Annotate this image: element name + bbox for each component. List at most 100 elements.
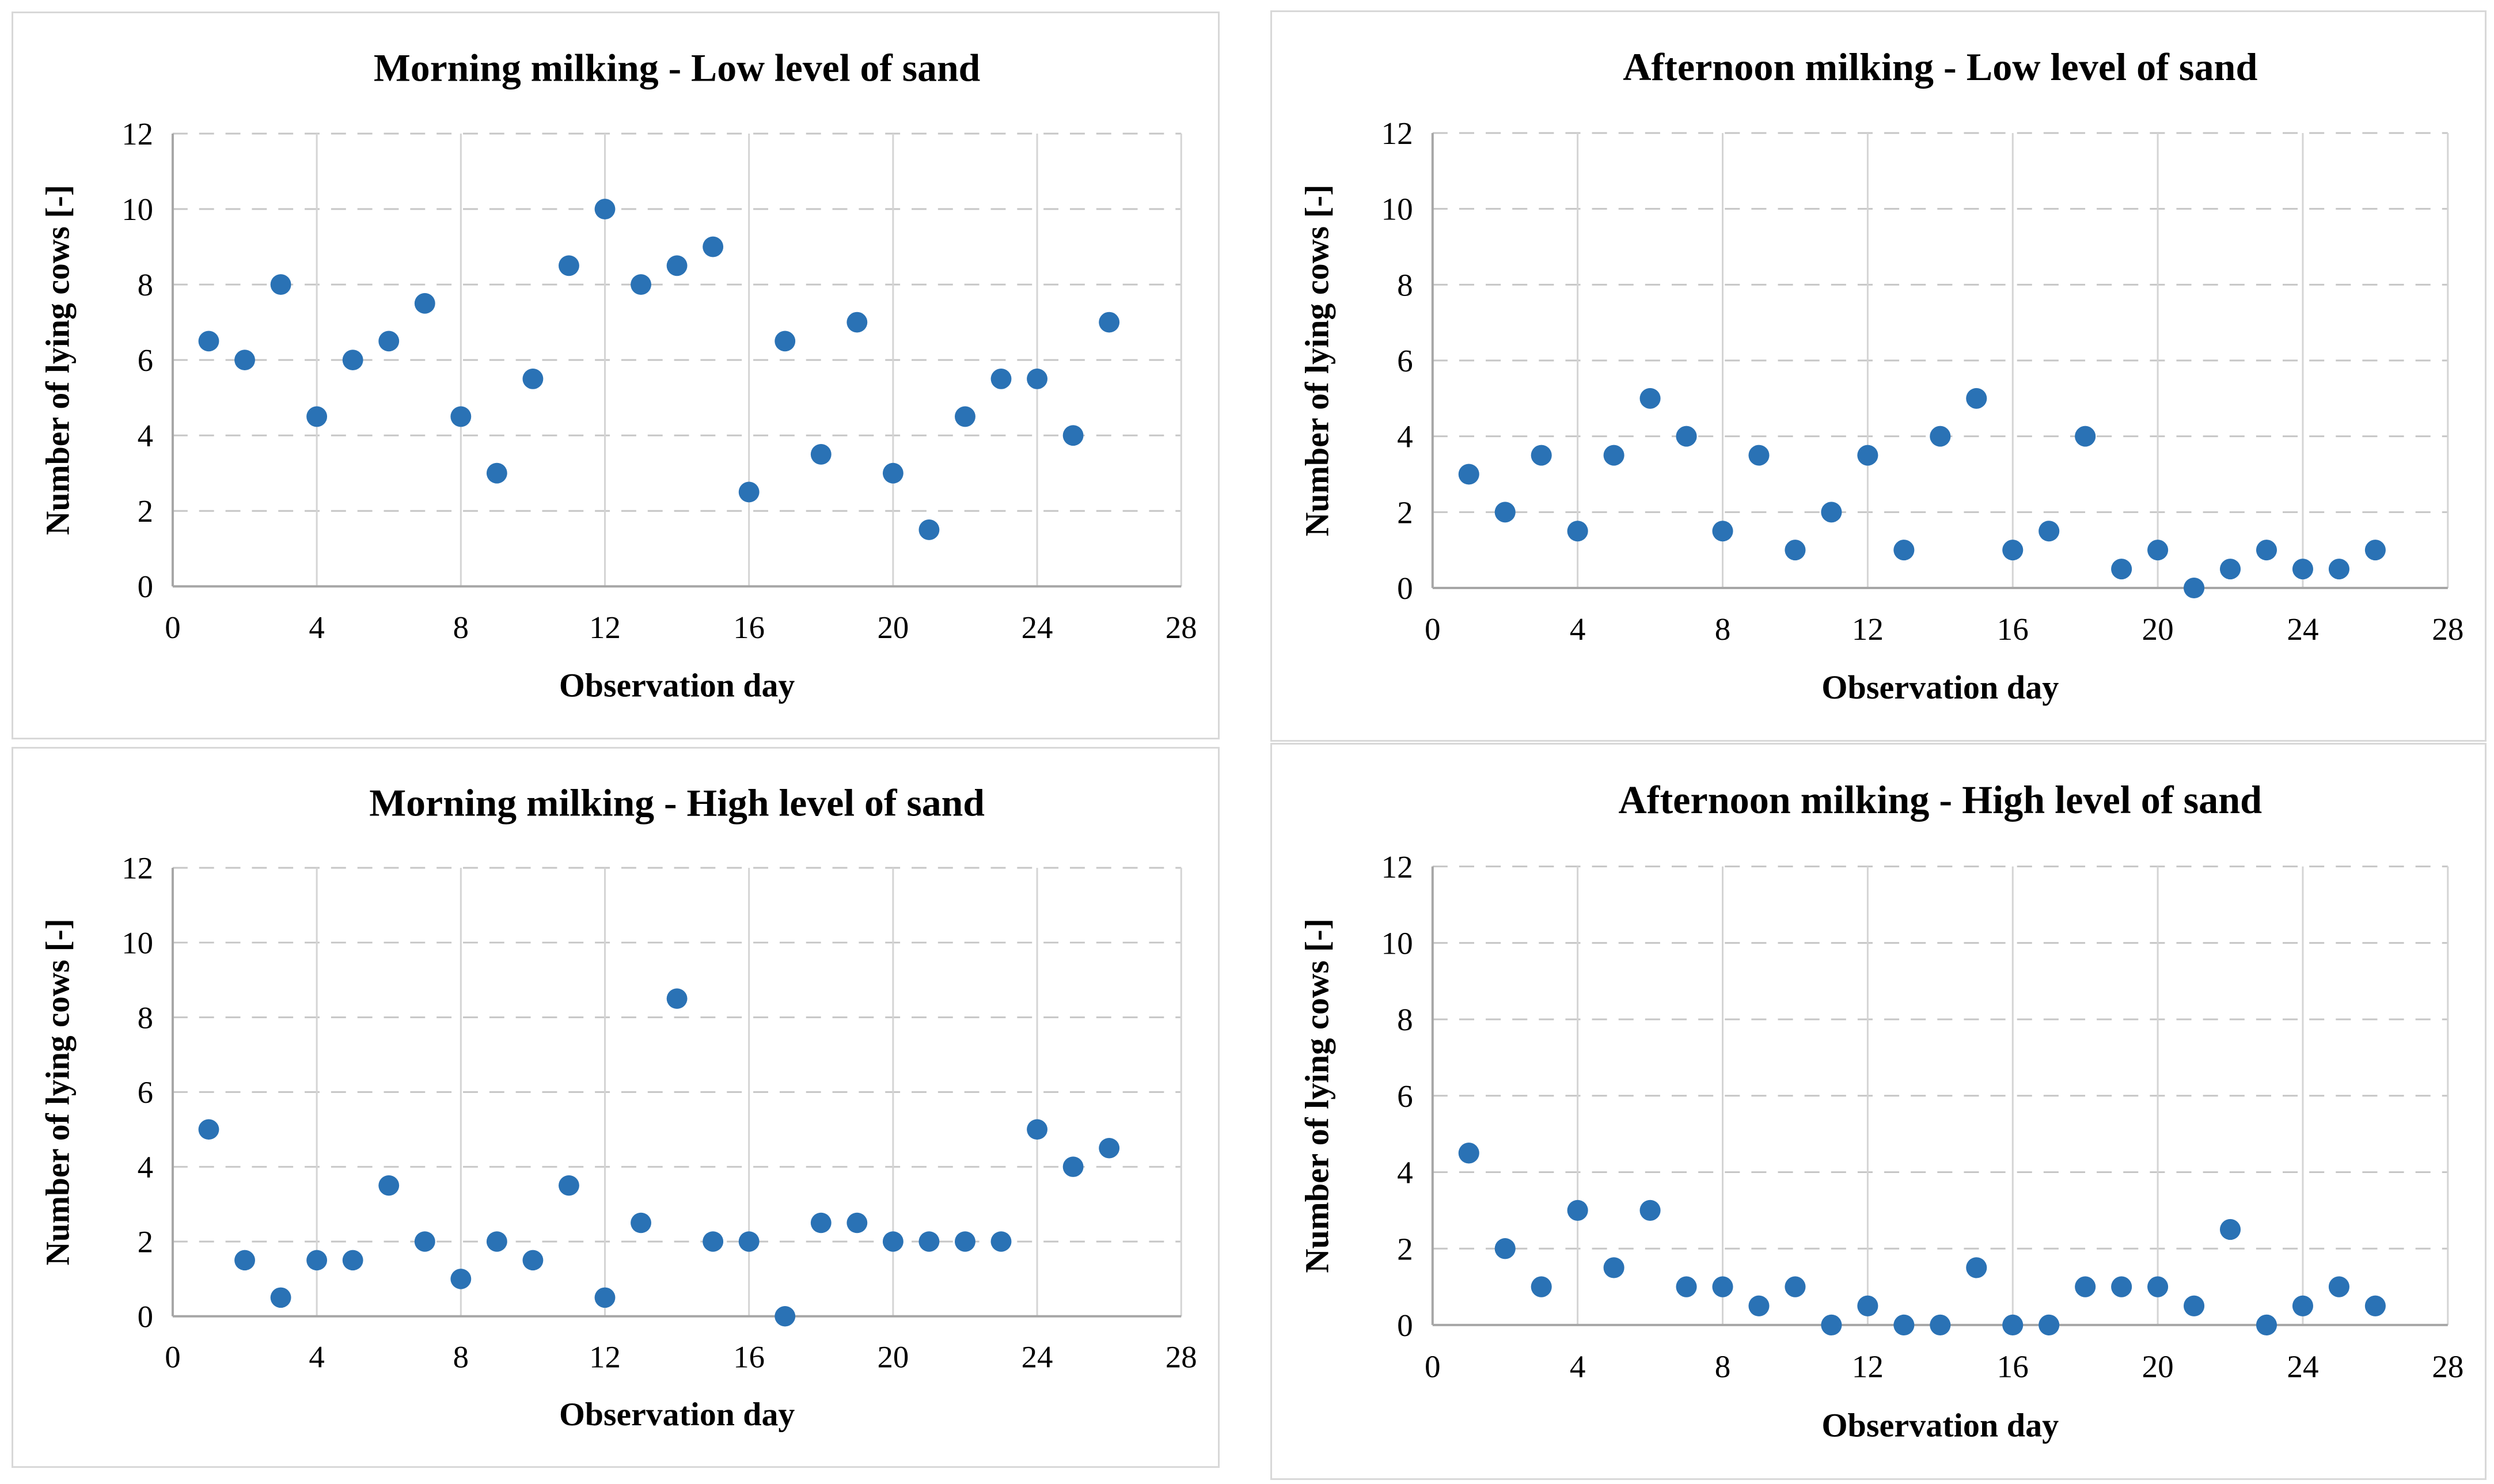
data-point bbox=[2256, 540, 2277, 561]
data-point bbox=[1966, 1257, 1987, 1278]
x-tick-label: 28 bbox=[2432, 612, 2463, 647]
y-tick-label: 2 bbox=[138, 494, 153, 529]
x-tick-label: 4 bbox=[309, 1339, 324, 1375]
x-tick-label: 16 bbox=[733, 1339, 765, 1375]
data-point bbox=[738, 481, 760, 503]
y-tick-label: 0 bbox=[138, 569, 153, 604]
data-point bbox=[1494, 502, 1516, 523]
y-tick-label: 6 bbox=[1397, 1079, 1413, 1114]
y-tick-label: 4 bbox=[138, 418, 153, 453]
data-point bbox=[846, 312, 868, 333]
data-point bbox=[882, 462, 904, 484]
data-point bbox=[2147, 540, 2169, 561]
x-tick-label: 0 bbox=[165, 610, 180, 645]
data-point bbox=[522, 368, 544, 389]
y-tick-label: 2 bbox=[138, 1224, 153, 1259]
chart-title: Morning milking - High level of sand bbox=[369, 781, 985, 825]
data-point bbox=[306, 406, 328, 427]
x-tick-label: 20 bbox=[877, 610, 909, 645]
y-axis-title: Number of lying cows [-] bbox=[40, 185, 77, 535]
data-point bbox=[342, 1250, 363, 1271]
x-tick-label: 12 bbox=[589, 610, 621, 645]
x-tick-label: 4 bbox=[309, 610, 324, 645]
scatter-chart: Morning milking - High level of sand0246… bbox=[40, 781, 1197, 1433]
y-tick-label: 10 bbox=[122, 192, 153, 227]
data-point bbox=[414, 1231, 435, 1252]
x-tick-label: 8 bbox=[453, 610, 469, 645]
data-point bbox=[1027, 1119, 1047, 1140]
panel-afternoon-milking-low-sand: Afternoon milking - Low level of sand 0 2 4… bbox=[1270, 10, 2487, 742]
y-tick-label: 4 bbox=[1397, 419, 1413, 454]
x-tick-label: 0 bbox=[1425, 612, 1441, 647]
data-point bbox=[1676, 426, 1697, 447]
x-tick-label: 20 bbox=[2142, 612, 2174, 647]
data-point bbox=[955, 406, 975, 427]
data-point bbox=[1458, 1143, 1479, 1164]
data-point bbox=[846, 1212, 868, 1233]
data-point bbox=[1099, 1137, 1120, 1159]
y-tick-label: 6 bbox=[138, 1075, 153, 1110]
data-point bbox=[414, 293, 435, 314]
data-point bbox=[2219, 559, 2241, 580]
data-point bbox=[1639, 388, 1661, 409]
y-tick-label: 4 bbox=[138, 1149, 153, 1185]
data-point bbox=[2256, 1314, 2277, 1336]
data-point bbox=[1893, 540, 1915, 561]
x-tick-label: 24 bbox=[2287, 612, 2318, 647]
scatter-chart: Afternoon milking - Low level of sand024… bbox=[1298, 45, 2463, 706]
data-point bbox=[1027, 368, 1047, 389]
y-tick-label: 2 bbox=[1397, 495, 1413, 530]
x-tick-label: 12 bbox=[1852, 1349, 1884, 1384]
x-tick-label: 28 bbox=[2432, 1349, 2463, 1384]
y-tick-label: 12 bbox=[122, 116, 153, 151]
x-tick-label: 24 bbox=[1022, 610, 1053, 645]
data-point bbox=[1966, 388, 1987, 409]
y-tick-label: 0 bbox=[1397, 1308, 1413, 1343]
data-point bbox=[2147, 1276, 2169, 1297]
y-tick-label: 12 bbox=[1381, 849, 1413, 885]
data-point bbox=[1603, 445, 1624, 466]
data-point bbox=[1567, 1200, 1588, 1221]
y-tick-label: 10 bbox=[1381, 925, 1413, 961]
data-point bbox=[450, 406, 472, 427]
data-point bbox=[1531, 445, 1552, 466]
data-point bbox=[2292, 559, 2314, 580]
data-point bbox=[775, 1306, 796, 1327]
data-point bbox=[1458, 464, 1479, 485]
data-point bbox=[1748, 445, 1770, 466]
data-point bbox=[559, 1175, 579, 1196]
data-point bbox=[990, 1231, 1012, 1252]
data-point bbox=[306, 1250, 328, 1271]
data-point bbox=[1748, 1295, 1770, 1316]
data-point bbox=[1676, 1276, 1697, 1297]
data-point bbox=[2184, 1295, 2205, 1316]
data-point bbox=[666, 988, 688, 1009]
data-point bbox=[2219, 1219, 2241, 1240]
data-point bbox=[2111, 1276, 2132, 1297]
x-tick-label: 12 bbox=[1852, 612, 1884, 647]
x-tick-label: 4 bbox=[1570, 1349, 1586, 1384]
y-axis-title: Number of lying cows [-] bbox=[40, 919, 76, 1265]
x-tick-label: 24 bbox=[2287, 1349, 2318, 1384]
data-point bbox=[486, 1231, 507, 1252]
chart-title: Afternoon milking - High level of sand bbox=[1619, 778, 2263, 822]
y-tick-label: 10 bbox=[1381, 192, 1413, 227]
data-point bbox=[2111, 559, 2132, 580]
y-tick-label: 6 bbox=[138, 343, 153, 378]
scatter-chart: Afternoon milking - High level of sand 0 2… bbox=[1298, 778, 2463, 1444]
data-point bbox=[2039, 1314, 2060, 1336]
x-tick-label: 28 bbox=[1166, 1339, 1197, 1375]
data-point bbox=[594, 1287, 616, 1308]
data-point bbox=[559, 255, 579, 276]
data-point bbox=[1821, 1314, 1842, 1336]
panel-morning-milking-high-sand: Morning milking - High level of sand 0 2 4 6… bbox=[12, 747, 1220, 1468]
data-point bbox=[1893, 1314, 1915, 1336]
data-point bbox=[1099, 312, 1120, 333]
data-point bbox=[2039, 521, 2060, 542]
data-point bbox=[1857, 1295, 1878, 1316]
data-point bbox=[2002, 540, 2024, 561]
x-tick-label: 16 bbox=[1997, 612, 2029, 647]
data-point bbox=[2002, 1314, 2024, 1336]
data-point bbox=[2075, 426, 2096, 447]
